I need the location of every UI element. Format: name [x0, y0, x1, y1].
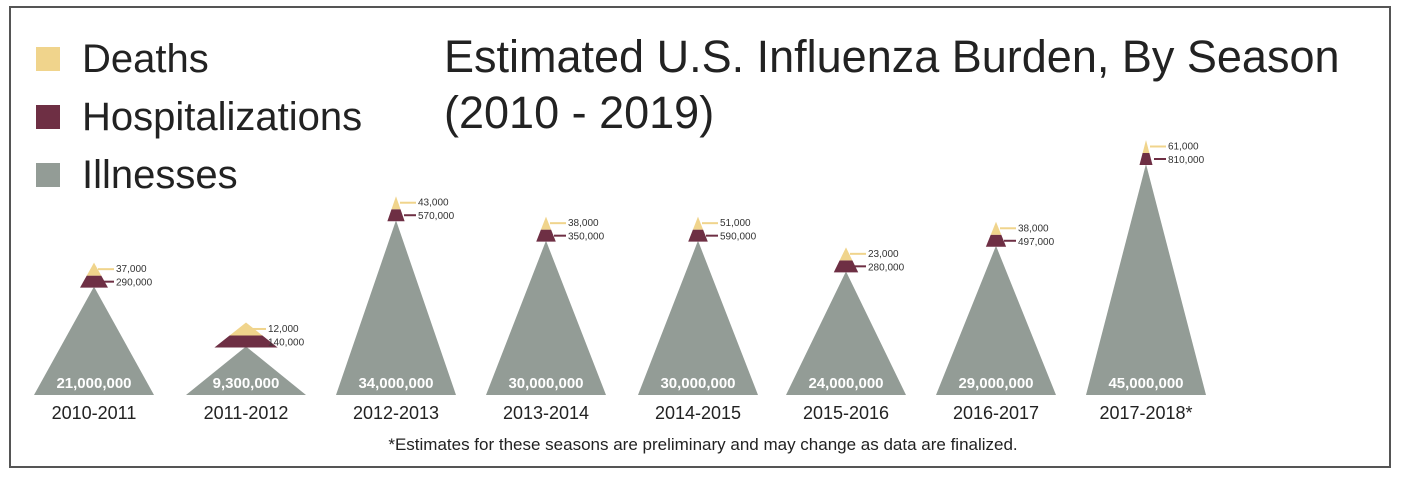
hospitalization-mark-20162017: [985, 234, 1007, 247]
death-value-label-20122013: 43,000: [418, 198, 449, 209]
legend-swatch-hospitalizations: [36, 105, 60, 129]
death-value-label-20152016: 23,000: [868, 249, 899, 260]
death-mark-20142015: [692, 216, 704, 230]
illness-value-label-20142015: 30,000,000: [660, 375, 735, 392]
season-label-20162017: 2016-2017: [953, 403, 1039, 423]
illness-value-label-20172018: 45,000,000: [1108, 375, 1183, 392]
legend-swatch-deaths: [36, 47, 60, 71]
season-label-20142015: 2014-2015: [655, 403, 741, 423]
death-value-label-20172018: 61,000: [1168, 142, 1199, 153]
death-mark-20122013: [391, 196, 401, 210]
hospitalization-value-label-20102011: 290,000: [116, 278, 153, 289]
hospitalization-mark-20172018: [1139, 153, 1153, 165]
hospitalization-value-label-20152016: 280,000: [868, 262, 905, 273]
illness-value-label-20152016: 24,000,000: [808, 375, 883, 392]
illness-mark-20152016: [786, 272, 906, 395]
season-label-20122013: 2012-2013: [353, 403, 439, 423]
season-label-20132014: 2013-2014: [503, 403, 589, 423]
season-label-20102011: 2010-2011: [52, 403, 137, 423]
hospitalization-mark-20122013: [387, 209, 405, 222]
legend-swatch-illnesses: [36, 163, 60, 187]
legend-label-illnesses: Illnesses: [82, 153, 238, 197]
death-mark-20132014: [540, 216, 552, 230]
illness-mark-20112012: [186, 347, 306, 395]
legend: Deaths Hospitalizations Illnesses: [36, 37, 362, 197]
footnote: *Estimates for these seasons are prelimi…: [388, 435, 1017, 454]
season-label-20112012: 2011-2012: [204, 403, 289, 423]
death-mark-20162017: [990, 221, 1002, 235]
chart-frame: [9, 6, 1391, 468]
death-value-label-20142015: 51,000: [720, 218, 751, 229]
death-value-label-20102011: 37,000: [116, 264, 147, 275]
illness-value-label-20122013: 34,000,000: [358, 375, 433, 392]
illness-mark-20102011: [34, 287, 154, 395]
hospitalization-value-label-20162017: 497,000: [1018, 237, 1055, 248]
illness-mark-20132014: [486, 241, 606, 395]
hospitalization-mark-20112012: [214, 335, 278, 348]
death-mark-20152016: [839, 247, 853, 261]
death-mark-20172018: [1142, 140, 1150, 153]
illness-mark-20162017: [936, 246, 1056, 395]
hospitalization-mark-20142015: [688, 229, 708, 242]
illness-mark-20172018: [1086, 165, 1206, 395]
legend-label-deaths: Deaths: [82, 37, 209, 81]
hospitalization-value-label-20142015: 590,000: [720, 232, 757, 243]
illness-mark-20122013: [336, 221, 456, 395]
legend-label-hospitalizations: Hospitalizations: [82, 95, 362, 139]
death-mark-20102011: [86, 262, 102, 276]
season-label-20172018: 2017-2018*: [1099, 403, 1192, 423]
illness-value-label-20162017: 29,000,000: [958, 375, 1033, 392]
chart-marks: 37,000 290,000 21,000,000 2010-2011 12,000 14…: [34, 140, 1206, 423]
season-label-20152016: 2015-2016: [803, 403, 889, 423]
death-mark-20112012: [229, 322, 263, 336]
death-value-label-20132014: 38,000: [568, 218, 599, 229]
illness-value-label-20112012: 9,300,000: [213, 375, 280, 392]
hospitalization-value-label-20122013: 570,000: [418, 211, 455, 222]
death-value-label-20112012: 12,000: [268, 324, 299, 335]
illness-mark-20142015: [638, 241, 758, 395]
chart-title: Estimated U.S. Influenza Burden, By Seas…: [444, 31, 1340, 82]
hospitalization-value-label-20172018: 810,000: [1168, 155, 1205, 166]
death-value-label-20162017: 38,000: [1018, 223, 1049, 234]
hospitalization-value-label-20112012: 140,000: [268, 337, 305, 348]
illness-value-label-20102011: 21,000,000: [56, 375, 131, 392]
chart-subtitle: (2010 - 2019): [444, 87, 714, 138]
hospitalization-mark-20132014: [536, 229, 556, 242]
hospitalization-mark-20102011: [80, 275, 108, 288]
illness-value-label-20132014: 30,000,000: [508, 375, 583, 392]
hospitalization-value-label-20132014: 350,000: [568, 232, 605, 243]
hospitalization-mark-20152016: [833, 260, 859, 273]
